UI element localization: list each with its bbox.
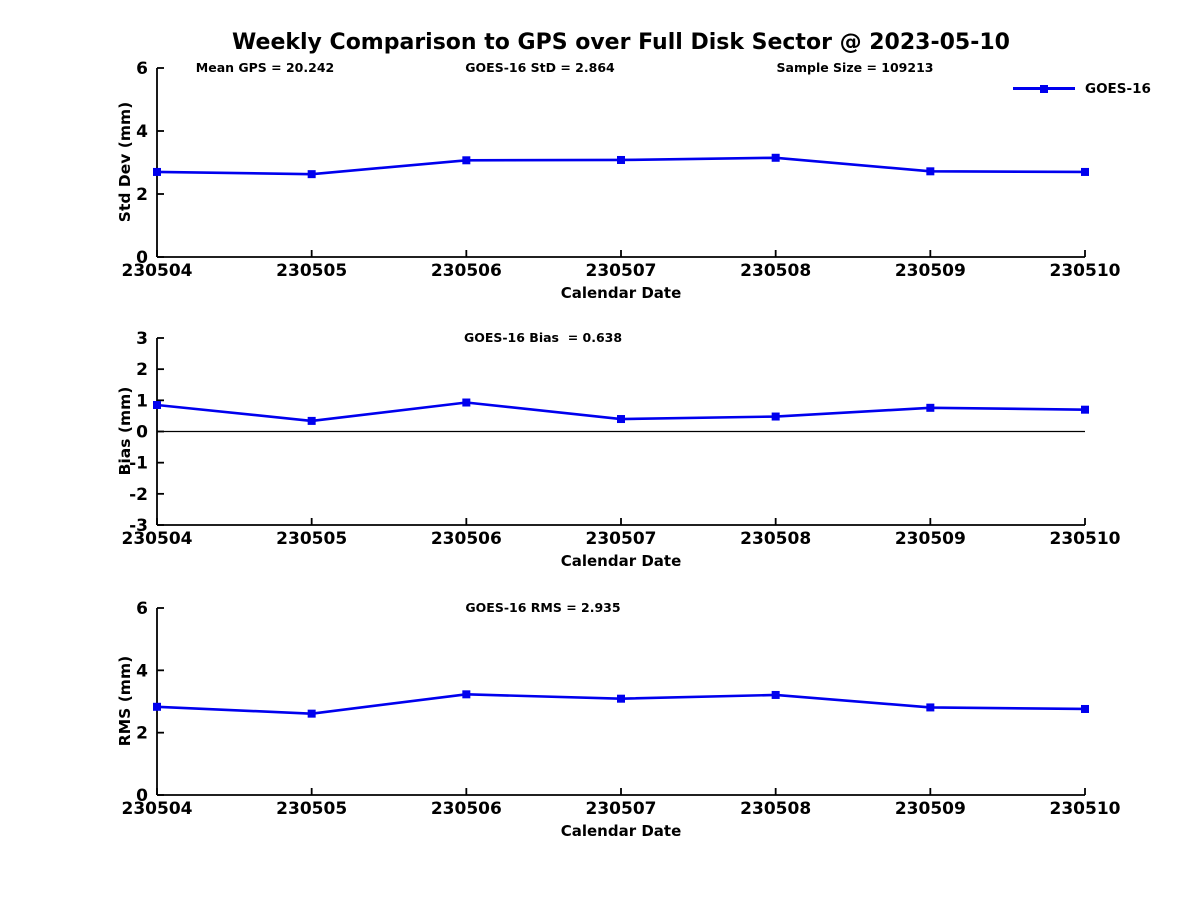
y-tick-label: 4 (136, 661, 148, 681)
data-point (307, 170, 316, 179)
bias-y-axis-label: Bias (mm) (116, 386, 134, 476)
data-point (926, 703, 935, 712)
data-point (617, 694, 625, 703)
data-point (462, 690, 471, 699)
y-tick-label: -1 (129, 454, 148, 474)
y-tick-label: 0 (136, 786, 148, 806)
x-tick-label: 230508 (740, 529, 811, 549)
x-tick-label: 230507 (586, 261, 657, 281)
x-tick-label: 230508 (740, 799, 811, 819)
annotation-mean-gps: Mean GPS = 20.242 (195, 60, 335, 75)
data-point (153, 167, 161, 176)
annotation-goes16-bias: GOES-16 Bias = 0.638 (463, 330, 623, 345)
x-tick-label: 230504 (122, 261, 193, 281)
data-point (771, 153, 780, 162)
data-point (307, 416, 316, 425)
x-tick-label: 230507 (586, 529, 657, 549)
legend-line-swatch (1013, 84, 1075, 93)
y-tick-label: 4 (136, 122, 148, 142)
data-point (153, 702, 161, 711)
x-tick-label: 230506 (431, 799, 502, 819)
x-tick-label: 230504 (122, 799, 193, 819)
legend-label: GOES-16 (1085, 80, 1151, 97)
data-point (926, 167, 935, 176)
x-tick-label: 230508 (740, 261, 811, 281)
y-tick-label: -2 (129, 485, 148, 505)
y-tick-label: 2 (136, 724, 148, 744)
annotation-goes16-std: GOES-16 StD = 2.864 (465, 60, 615, 75)
y-tick-label: 3 (136, 329, 148, 349)
x-tick-label: 230504 (122, 529, 193, 549)
legend: GOES-16 (1013, 80, 1151, 97)
bias-plot-canvas: -3 -2 -1 0 1 2 3 230504 230505 230506 230507 230508… (122, 329, 1121, 549)
data-point (617, 415, 625, 424)
y-tick-label: 6 (136, 59, 148, 79)
data-point (771, 412, 780, 421)
y-tick-label: 0 (136, 248, 148, 268)
stddev-y-axis-label: Std Dev (mm) (116, 101, 134, 223)
legend-marker-swatch (1040, 84, 1048, 93)
x-tick-label: 230509 (895, 261, 966, 281)
data-point (771, 690, 780, 699)
annotation-goes16-rms: GOES-16 RMS = 2.935 (465, 600, 621, 615)
x-tick-label: 230505 (276, 799, 347, 819)
data-point (1081, 405, 1089, 414)
data-point (462, 156, 471, 165)
data-point (1081, 704, 1089, 713)
annotation-sample-size: Sample Size = 109213 (776, 60, 934, 75)
x-tick-label: 230509 (895, 799, 966, 819)
figure-title: Weekly Comparison to GPS over Full Disk … (232, 30, 1010, 55)
data-point (926, 403, 935, 412)
rms-x-axis-label: Calendar Date (560, 822, 682, 840)
data-point (617, 155, 625, 164)
y-tick-label: 1 (136, 391, 148, 411)
y-tick-label: 2 (136, 360, 148, 380)
y-tick-label: 2 (136, 185, 148, 205)
rms-y-axis-label: RMS (mm) (116, 655, 134, 747)
x-tick-label: 230510 (1050, 261, 1121, 281)
data-point (1081, 167, 1089, 176)
x-tick-label: 230510 (1050, 799, 1121, 819)
bias-x-axis-label: Calendar Date (560, 552, 682, 570)
data-point (462, 398, 471, 407)
y-tick-label: -3 (129, 516, 148, 536)
data-point (307, 709, 316, 718)
data-point (153, 401, 161, 410)
x-tick-label: 230507 (586, 799, 657, 819)
rms-plot-canvas: 0 2 4 6 230504 230505 230506 230507 230508 230509… (122, 599, 1121, 819)
x-tick-label: 230506 (431, 529, 502, 549)
stddev-plot-canvas: 0 2 4 6 230504 230505 230506 230507 230508 230509… (122, 59, 1121, 281)
stddev-x-axis-label: Calendar Date (560, 284, 682, 302)
x-tick-label: 230506 (431, 261, 502, 281)
x-tick-label: 230509 (895, 529, 966, 549)
x-tick-label: 230505 (276, 261, 347, 281)
x-tick-label: 230505 (276, 529, 347, 549)
y-tick-label: 6 (136, 599, 148, 619)
x-tick-label: 230510 (1050, 529, 1121, 549)
y-tick-label: 0 (136, 423, 148, 443)
